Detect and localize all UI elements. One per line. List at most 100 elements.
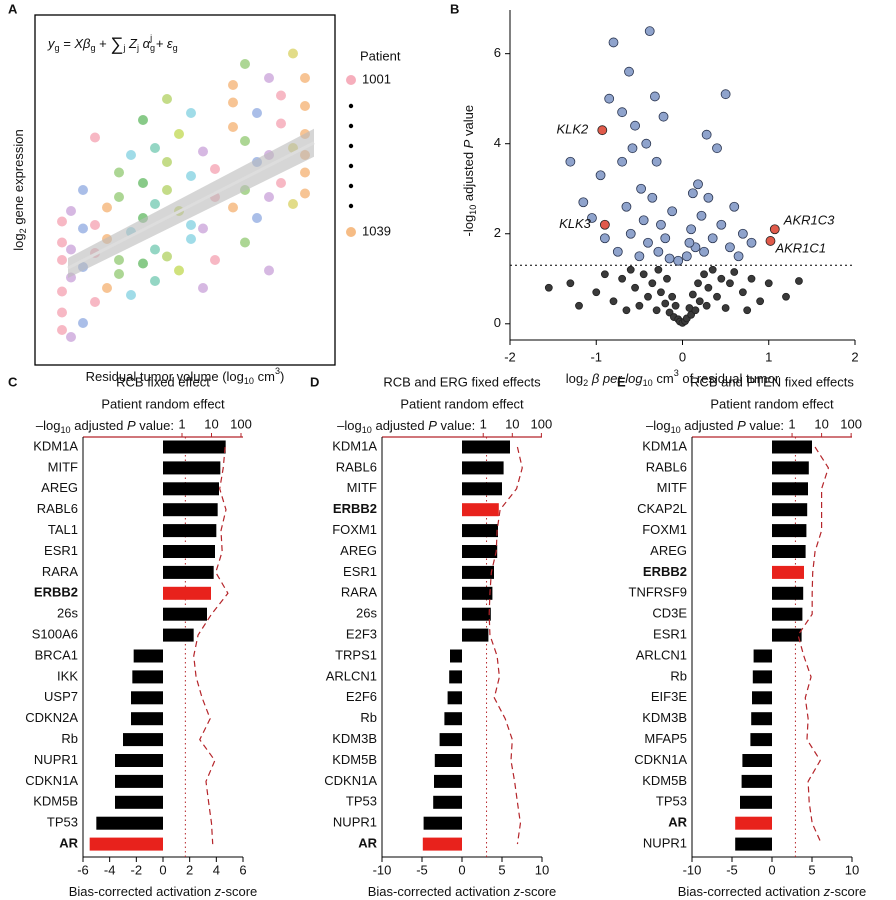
point bbox=[625, 228, 636, 239]
x-axis-label-part: z bbox=[823, 884, 831, 899]
category-label: CDKN2A bbox=[25, 710, 78, 725]
top-axis-label-part: P bbox=[127, 418, 136, 433]
point bbox=[730, 268, 739, 276]
category-label: IKK bbox=[57, 668, 78, 683]
point bbox=[102, 283, 112, 293]
point bbox=[696, 210, 707, 221]
point bbox=[300, 167, 310, 178]
category-label: CDKN1A bbox=[25, 773, 78, 788]
bar bbox=[115, 774, 163, 788]
point bbox=[668, 292, 677, 301]
category-label: KDM5B bbox=[332, 752, 377, 767]
point bbox=[66, 332, 76, 342]
chart-title: RCB and PTEN fixed effects bbox=[690, 374, 854, 389]
bar bbox=[772, 524, 807, 538]
bar bbox=[163, 628, 194, 642]
point bbox=[743, 306, 752, 315]
top-tick-label: 10 bbox=[204, 416, 218, 431]
category-label: RABL6 bbox=[646, 459, 687, 474]
point bbox=[630, 120, 640, 131]
point bbox=[720, 89, 731, 100]
panel-letter: D bbox=[310, 374, 319, 389]
plot-frame bbox=[34, 14, 336, 366]
category-label: 26s bbox=[57, 606, 78, 621]
category-label: TP53 bbox=[47, 815, 78, 830]
category-label: TP53 bbox=[656, 794, 687, 809]
point bbox=[648, 279, 657, 288]
top-axis-label-part: adjusted bbox=[372, 418, 428, 433]
bar bbox=[123, 733, 163, 747]
legend-ellipsis-dot bbox=[348, 143, 354, 149]
point bbox=[638, 215, 649, 226]
point bbox=[700, 270, 708, 279]
category-label: MITF bbox=[347, 480, 377, 495]
y-axis-label-part: gene expression bbox=[11, 129, 26, 228]
category-label: S100A6 bbox=[32, 627, 78, 642]
gene-label: AKR1C3 bbox=[783, 213, 835, 228]
formula-part: ∑ bbox=[110, 34, 123, 54]
point bbox=[240, 136, 250, 146]
category-label: USP7 bbox=[44, 689, 78, 704]
x-tick-label: 2 bbox=[186, 862, 193, 877]
x-tick-label: 0 bbox=[159, 862, 166, 877]
formula-part: g bbox=[150, 43, 155, 53]
category-label: FOXM1 bbox=[332, 522, 377, 537]
formula-part: α bbox=[139, 36, 151, 51]
point bbox=[138, 115, 148, 125]
point bbox=[639, 270, 648, 279]
point bbox=[661, 299, 670, 308]
category-label: ERBB2 bbox=[333, 501, 377, 516]
bar bbox=[132, 670, 163, 684]
formula-part: j bbox=[149, 33, 152, 43]
point bbox=[57, 286, 67, 297]
x-axis-label-part: of residual tumor bbox=[679, 371, 780, 386]
top-axis-label-part: –log bbox=[36, 418, 61, 433]
point bbox=[57, 255, 67, 265]
bar bbox=[772, 545, 806, 558]
bar bbox=[772, 628, 802, 642]
point bbox=[608, 37, 619, 48]
x-tick-label: -2 bbox=[131, 862, 143, 877]
point bbox=[595, 170, 606, 181]
point bbox=[738, 288, 747, 297]
category-label: CKAP2L bbox=[637, 501, 687, 516]
y-axis-label-part: log bbox=[11, 233, 26, 250]
point bbox=[658, 111, 669, 122]
point bbox=[699, 246, 709, 257]
bar bbox=[434, 754, 462, 767]
point bbox=[114, 255, 124, 265]
category-label: KDM3B bbox=[332, 731, 377, 746]
x-tick-label: 0 bbox=[768, 862, 775, 877]
bar bbox=[115, 754, 163, 767]
top-axis-label: –log10 adjusted P value: bbox=[36, 418, 174, 435]
point bbox=[604, 93, 615, 104]
point bbox=[210, 164, 220, 174]
point bbox=[90, 220, 100, 230]
bar bbox=[772, 586, 804, 600]
x-tick-label: 0 bbox=[679, 349, 686, 364]
point bbox=[276, 90, 286, 101]
point bbox=[769, 224, 780, 235]
top-tick-label: 10 bbox=[505, 416, 519, 431]
point bbox=[162, 157, 172, 167]
point bbox=[264, 265, 274, 276]
category-label: RABL6 bbox=[336, 459, 377, 474]
category-label: KDM5B bbox=[642, 773, 687, 788]
point bbox=[150, 244, 160, 255]
bar bbox=[772, 440, 812, 454]
point bbox=[681, 251, 692, 262]
point bbox=[702, 301, 711, 310]
bar bbox=[447, 691, 462, 705]
chart-title: RCB and ERG fixed effects bbox=[383, 374, 541, 389]
point bbox=[150, 199, 160, 209]
point bbox=[126, 290, 136, 300]
bar bbox=[772, 461, 809, 475]
x-axis-label-part: Bias-corrected activation bbox=[368, 884, 514, 899]
point bbox=[276, 178, 286, 188]
panel-letter: A bbox=[8, 1, 18, 16]
bar bbox=[462, 607, 491, 621]
point bbox=[57, 307, 67, 318]
y-axis-label-part: adjusted bbox=[461, 148, 476, 204]
bar bbox=[772, 503, 808, 517]
point bbox=[66, 206, 76, 216]
